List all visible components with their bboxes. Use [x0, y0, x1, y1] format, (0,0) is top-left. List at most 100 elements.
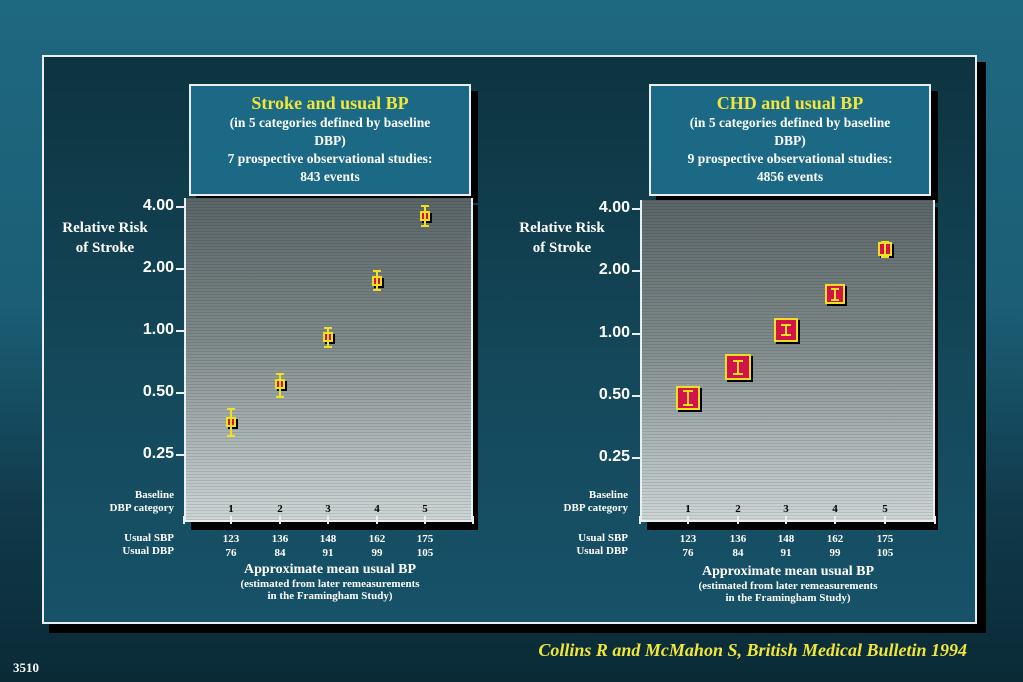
x-tick-mark [785, 516, 787, 524]
x-axis-title: Approximate mean usual BP (estimated fro… [180, 562, 480, 602]
x-tick-mark [279, 516, 281, 524]
usual-dbp-value: 84 [274, 547, 286, 559]
y-axis-label: Relative Risk of Stroke [50, 218, 160, 258]
x-tick-mark [230, 516, 232, 524]
usual-dbp-value: 105 [876, 547, 894, 559]
confidence-interval-cap [733, 372, 743, 375]
x-category-label: 2 [277, 503, 283, 515]
y-tick-label: 4.00 [142, 197, 174, 214]
confidence-interval-line-inner [327, 328, 329, 347]
confidence-interval-line-inner [884, 241, 886, 257]
chart-subtitle-line: DBP) [774, 133, 806, 148]
x-tick-mark [687, 516, 689, 524]
confidence-interval-line-inner [279, 373, 281, 397]
confidence-interval-line-inner [737, 360, 739, 374]
y-tick-label: 2.00 [142, 259, 174, 276]
x-category-label: 4 [374, 503, 380, 515]
usual-dbp-value: 76 [682, 547, 694, 559]
y-tick-mark [632, 208, 640, 210]
row-label-line: Baseline [134, 489, 174, 501]
x-axis-end-tick [183, 516, 185, 524]
x-axis-title-sub: in the Framingham Study) [725, 592, 851, 604]
chd-chart-title-box: CHD and usual BP (in 5 categories define… [649, 84, 931, 196]
confidence-interval-cap [276, 372, 284, 375]
x-tick-mark [737, 516, 739, 524]
confidence-interval-cap [781, 334, 791, 337]
confidence-interval-cap [324, 345, 332, 348]
x-axis-title-main: Approximate mean usual BP [243, 562, 417, 577]
usual-sbp-value: 123 [222, 533, 240, 545]
usual-dbp-label: Usual DBP [576, 545, 628, 557]
x-axis-end-tick [472, 516, 474, 524]
x-category-label: 5 [422, 503, 428, 515]
x-category-label: 3 [325, 503, 331, 515]
confidence-interval-line-inner [834, 289, 836, 300]
confidence-interval-cap [227, 434, 235, 437]
confidence-interval-cap [733, 359, 743, 362]
y-tick-mark [176, 330, 184, 332]
chart-subtitle-line: (in 5 categories defined by baseline [689, 115, 891, 130]
chart-title: CHD and usual BP [716, 93, 864, 113]
usual-dbp-value: 99 [829, 547, 841, 559]
confidence-interval-cap [781, 323, 791, 326]
usual-dbp-value: 76 [225, 547, 237, 559]
x-axis-title-sub: (estimated from later remeasurements [698, 580, 878, 592]
x-axis-title-sub: (estimated from later remeasurements [240, 578, 420, 590]
stroke-plot-area [184, 198, 473, 522]
x-axis-end-tick [639, 516, 641, 524]
y-tick-label: 2.00 [598, 261, 630, 279]
slide-number: 3510 [13, 660, 39, 675]
row-label-line: DBP category [109, 502, 174, 514]
x-tick-mark [327, 516, 329, 524]
y-tick-mark [632, 394, 640, 397]
baseline-dbp-label: Baseline DBP category [518, 489, 628, 515]
usual-dbp-value: 91 [780, 547, 792, 559]
x-axis-end-tick [934, 516, 936, 524]
usual-sbp-value: 123 [679, 533, 697, 545]
usual-sbp-value: 148 [777, 533, 795, 545]
y-tick-mark [632, 332, 640, 335]
usual-dbp-value: 84 [732, 547, 744, 559]
confidence-interval-cap [683, 389, 693, 392]
usual-sbp-value: 175 [416, 533, 434, 545]
y-axis-label-line: of Stroke [532, 240, 592, 256]
y-tick-mark [632, 457, 640, 459]
y-tick-label: 1.00 [598, 323, 630, 341]
chart-subtitle-line: DBP) [314, 133, 346, 148]
baseline-dbp-label: Baseline DBP category [64, 489, 174, 515]
confidence-interval-cap [831, 298, 839, 301]
usual-dbp-value: 91 [322, 547, 334, 559]
confidence-interval-line-inner [376, 271, 378, 291]
usual-dbp-label: Usual DBP [122, 545, 174, 557]
confidence-interval-line-inner [785, 324, 787, 336]
x-category-label: 1 [228, 503, 234, 515]
x-tick-mark [884, 516, 886, 524]
confidence-interval-cap [324, 327, 332, 330]
usual-sbp-value: 136 [729, 533, 747, 545]
usual-dbp-value: 99 [371, 547, 383, 559]
y-tick-mark [176, 392, 184, 394]
y-tick-mark [176, 454, 184, 456]
confidence-interval-cap [421, 224, 429, 227]
usual-sbp-value: 175 [876, 533, 894, 545]
x-category-label: 1 [685, 503, 691, 515]
x-category-label: 3 [783, 503, 789, 515]
x-axis-title-main: Approximate mean usual BP [701, 564, 875, 579]
confidence-interval-cap [421, 204, 429, 207]
chart-subtitle-line: 9 prospective observational studies: [687, 151, 893, 166]
x-category-label: 4 [832, 503, 838, 515]
usual-sbp-value: 162 [826, 533, 844, 545]
confidence-interval-line-inner [230, 408, 232, 436]
y-axis-label-line: of Stroke [75, 240, 135, 256]
usual-dbp-value: 105 [416, 547, 434, 559]
x-axis-title-sub: in the Framingham Study) [267, 590, 393, 602]
y-tick-mark [176, 206, 184, 208]
confidence-interval-cap [881, 240, 889, 243]
y-axis-label-line: Relative Risk [519, 220, 605, 236]
data-point-marker [774, 317, 798, 342]
y-tick-label: 0.25 [142, 445, 174, 462]
confidence-interval-cap [227, 407, 235, 410]
usual-sbp-value: 136 [271, 533, 289, 545]
